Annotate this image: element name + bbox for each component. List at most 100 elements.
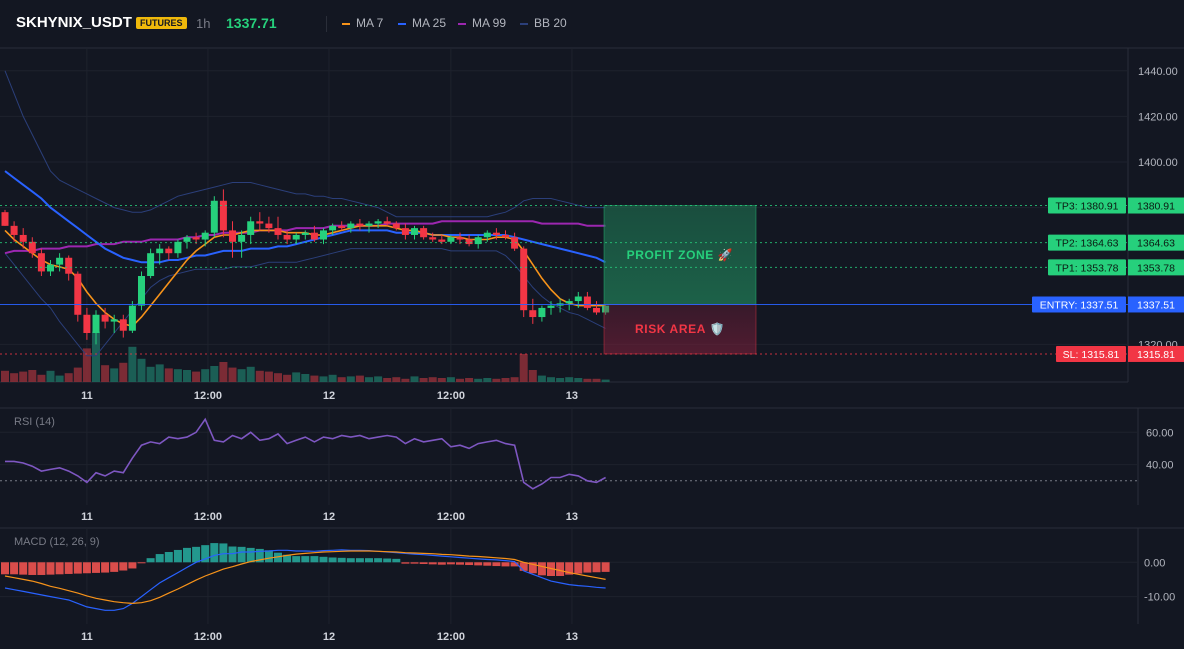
macd-hist-bar xyxy=(92,562,100,573)
volume-bar xyxy=(556,378,565,382)
macd-hist-bar xyxy=(237,546,246,563)
candle-body xyxy=(474,237,482,245)
candle-body xyxy=(574,296,582,302)
rsi-line xyxy=(5,417,606,490)
macd-hist-bar xyxy=(183,547,191,563)
rsi-title: RSI (14) xyxy=(14,416,55,428)
volume-bar xyxy=(46,370,55,382)
macd-hist-bar xyxy=(146,558,155,563)
candle-body xyxy=(356,223,364,226)
volume-bar xyxy=(601,379,610,382)
level-tag-label: SL: 1315.81 xyxy=(1063,349,1120,361)
macd-hist-bar xyxy=(601,562,610,572)
volume-bar xyxy=(201,369,210,382)
candle-body xyxy=(520,248,528,311)
volume-bar xyxy=(437,378,446,382)
profit-zone xyxy=(603,205,757,305)
timeframe-label[interactable]: 1h xyxy=(196,16,211,31)
macd-signal-line xyxy=(4,550,606,605)
legend-bb20[interactable]: BB 20 xyxy=(520,16,567,30)
candle-body xyxy=(65,257,73,274)
volume-bar xyxy=(55,375,64,382)
level-axis-label: 1364.63 xyxy=(1137,238,1175,250)
level-axis-label: 1315.81 xyxy=(1137,349,1175,361)
macd-hist-bar xyxy=(192,546,201,563)
volume-bar xyxy=(410,376,419,382)
volume-bar xyxy=(274,373,282,382)
volume-bar xyxy=(337,377,346,382)
macd-x-tick-label: 13 xyxy=(566,631,578,643)
rsi-x-tick-label: 12 xyxy=(323,511,335,523)
macd-hist-bar xyxy=(510,562,519,567)
candle-body xyxy=(192,237,200,240)
price-axis-tick-label: 1440.00 xyxy=(1138,66,1178,78)
level-axis-bg xyxy=(1128,234,1184,251)
legend-ma25[interactable]: MA 25 xyxy=(398,16,446,30)
macd-x-tick-label: 12 xyxy=(323,631,335,643)
level-tag-label: TP2: 1364.63 xyxy=(1055,238,1118,250)
candle-body xyxy=(374,221,382,224)
volume-bar xyxy=(73,367,82,382)
macd-hist-bar xyxy=(274,552,282,563)
risk-zone-label: RISK AREA 🛡️ xyxy=(635,322,725,336)
candle-body xyxy=(547,305,555,308)
level-tag-bg xyxy=(1048,197,1126,214)
candle-body xyxy=(365,223,373,226)
legend-ma7-label: MA 7 xyxy=(356,16,384,30)
volume-bar xyxy=(183,370,191,382)
macd-hist-bar xyxy=(119,562,128,571)
symbol-label[interactable]: SKHYNIX_USDT xyxy=(16,14,132,31)
candle-body xyxy=(183,237,191,242)
volume-bar xyxy=(164,368,173,382)
macd-hist-bar xyxy=(474,562,483,566)
macd-hist-bar xyxy=(492,562,501,567)
candle-body xyxy=(320,230,327,240)
legend-ma7[interactable]: MA 7 xyxy=(342,16,383,30)
macd-hist-bar xyxy=(537,562,546,576)
macd-hist-bar xyxy=(173,549,182,563)
candle-body xyxy=(156,248,164,254)
ma99-swatch xyxy=(458,22,466,25)
level-axis-label: 1337.51 xyxy=(1137,299,1175,311)
macd-hist-bar xyxy=(201,545,210,563)
volume-bar xyxy=(474,378,483,382)
volume-bar xyxy=(383,378,392,382)
macd-hist-bar xyxy=(210,543,219,563)
volume-bar xyxy=(119,362,128,382)
volume-bar xyxy=(137,358,146,382)
header-divider xyxy=(326,16,327,32)
volume-bar xyxy=(401,378,410,382)
candle-body xyxy=(256,221,264,224)
candle-body xyxy=(119,319,127,331)
candle-body xyxy=(201,232,209,240)
macd-hist-bar xyxy=(337,557,346,563)
bb-upper-line xyxy=(4,70,606,218)
level-axis-bg xyxy=(1128,345,1184,362)
volume-bar xyxy=(465,378,474,382)
macd-hist-bar xyxy=(228,546,237,563)
candle-body xyxy=(37,253,45,272)
candle-body xyxy=(147,253,155,276)
macd-hist-bar xyxy=(556,562,565,576)
volume-bar xyxy=(237,369,246,382)
volume-bar xyxy=(374,376,383,382)
macd-hist-bar xyxy=(519,562,528,571)
level-tag-bg xyxy=(1056,345,1126,362)
volume-bar xyxy=(365,377,373,382)
volume-bar xyxy=(255,370,264,382)
volume-bar xyxy=(483,378,492,382)
macd-hist-bar xyxy=(155,554,164,563)
macd-x-tick-label: 12:00 xyxy=(194,631,222,643)
macd-hist-bar xyxy=(46,562,55,575)
level-axis-label: 1353.78 xyxy=(1137,262,1175,274)
volume-bar xyxy=(537,375,546,382)
macd-hist-bar xyxy=(501,562,510,567)
macd-hist-bar xyxy=(483,562,492,566)
candle-body xyxy=(247,221,255,235)
macd-hist-bar xyxy=(428,562,437,565)
legend-ma99[interactable]: MA 99 xyxy=(458,16,506,30)
macd-hist-bar xyxy=(110,562,119,572)
candle-body xyxy=(110,319,118,322)
